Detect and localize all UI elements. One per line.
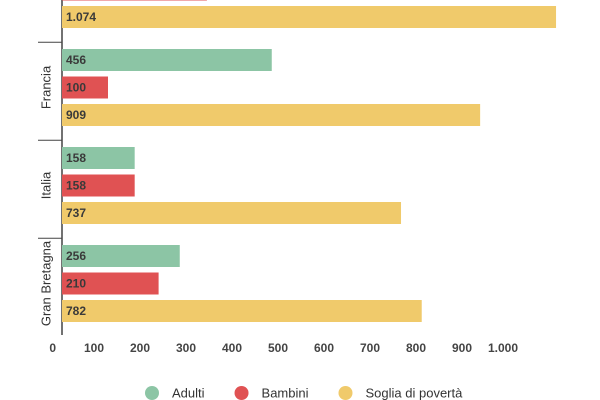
category-label: Francia — [38, 65, 53, 109]
x-tick-label: 200 — [130, 341, 150, 355]
bar — [62, 76, 108, 99]
bar — [62, 202, 402, 224]
x-tick-label: 400 — [222, 341, 242, 355]
x-tick-label: 1.000 — [488, 341, 518, 355]
bar — [62, 174, 135, 197]
bar — [62, 104, 481, 126]
bar — [62, 0, 207, 1]
value-label: 100 — [66, 81, 86, 95]
x-tick-label: 100 — [84, 341, 104, 355]
x-tick-label: 800 — [406, 341, 426, 355]
x-tick-label: 300 — [176, 341, 196, 355]
legend-swatch — [234, 386, 249, 400]
legend-swatch — [338, 386, 353, 400]
legend-label: Adulti — [172, 385, 205, 400]
category-label: Italia — [38, 171, 53, 199]
x-tick-label: 700 — [360, 341, 380, 355]
value-label: 158 — [66, 151, 86, 165]
x-tick-label: 900 — [452, 341, 472, 355]
legend-label: Bambini — [262, 385, 309, 400]
bar — [62, 245, 180, 267]
value-label: 909 — [66, 108, 86, 122]
bar — [62, 272, 159, 295]
bar — [62, 49, 272, 71]
value-label: 782 — [66, 304, 86, 318]
value-label: 737 — [66, 206, 86, 220]
x-tick-label: 500 — [268, 341, 288, 355]
category-label: Gran Bretagna — [38, 240, 53, 326]
value-label: 456 — [66, 53, 86, 67]
value-label: 1.074 — [66, 10, 96, 24]
value-label: 210 — [66, 277, 86, 291]
value-label: 158 — [66, 179, 86, 193]
x-tick-label: 600 — [314, 341, 334, 355]
bar — [62, 300, 422, 322]
bar — [62, 147, 135, 169]
value-label: 256 — [66, 249, 86, 263]
x-tick-label: 0 — [49, 341, 56, 355]
legend-label: Soglia di povertà — [366, 385, 464, 400]
legend-swatch — [145, 386, 159, 400]
bar — [62, 6, 557, 28]
